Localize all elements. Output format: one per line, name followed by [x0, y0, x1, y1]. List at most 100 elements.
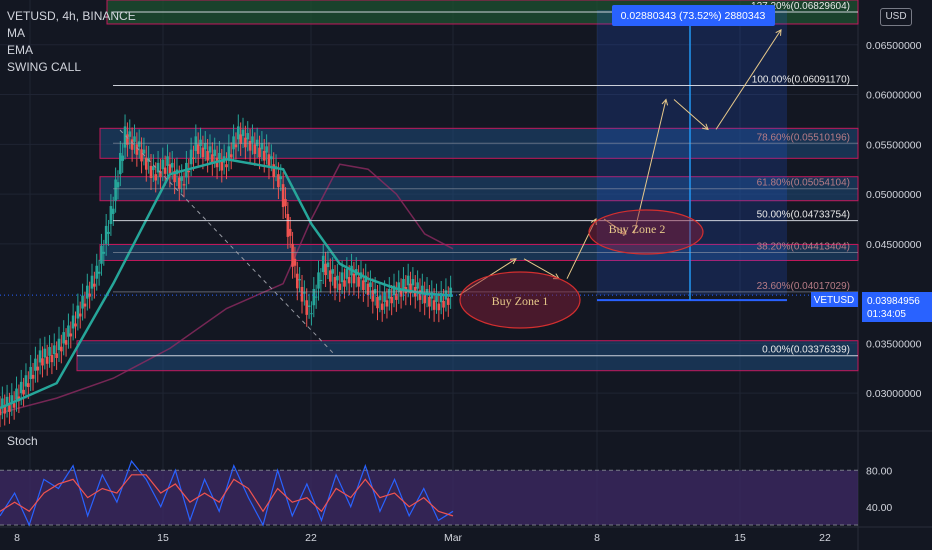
projection-arrowhead-3	[619, 228, 627, 235]
candle-body	[128, 131, 132, 137]
price-axis: 0.06500000 0.06000000 0.05500000 0.05000000…	[14, 40, 922, 544]
candle-body	[5, 396, 9, 406]
price-tick-6: 0.03000000	[866, 388, 922, 400]
candle-body	[338, 283, 342, 290]
candle-body	[310, 313, 313, 315]
candle-body	[218, 152, 221, 160]
candle-body	[27, 383, 30, 388]
candle-body	[260, 142, 264, 150]
candle-body	[442, 300, 445, 308]
chart-legend: VETUSD, 4h, BINANCE MA EMA SWING CALL	[7, 8, 136, 76]
candle-body	[19, 381, 23, 394]
candle-body	[319, 280, 323, 282]
stoch-line-0	[0, 459, 454, 527]
ma-line	[0, 163, 454, 414]
candle-body	[284, 199, 287, 207]
candle-body	[279, 176, 283, 180]
candle-body	[24, 375, 28, 387]
candle-body	[34, 358, 37, 371]
candle-body	[12, 403, 16, 408]
candle-body	[192, 157, 195, 159]
candle-body	[272, 164, 275, 178]
price-tick-2: 0.05500000	[866, 139, 922, 151]
candle-body	[38, 350, 42, 363]
stoch-label[interactable]: Stoch	[7, 434, 38, 448]
candle-body	[182, 184, 186, 186]
candle-body	[152, 166, 155, 171]
candle-body	[314, 296, 318, 298]
measure-tool-label[interactable]: 0.02880343 (73.52%) 2880343	[612, 5, 775, 26]
candle-body	[156, 162, 160, 173]
candle-body	[137, 141, 141, 147]
buy-zone-2-ellipse	[588, 209, 704, 255]
candle-body	[390, 296, 393, 304]
candle-body	[187, 170, 191, 173]
buy-zone-1-label: Buy Zone 1	[492, 294, 549, 308]
candle-body	[22, 389, 25, 395]
candle-body	[300, 286, 304, 302]
candle-body	[347, 277, 351, 284]
candle-body	[36, 366, 40, 371]
candle-body	[345, 269, 349, 279]
candle-body	[225, 164, 228, 168]
candle-body	[133, 136, 136, 142]
time-tick-2: 22	[305, 532, 317, 544]
candle-body	[430, 292, 434, 299]
ema-line	[0, 157, 454, 410]
candle-body	[31, 374, 35, 379]
symbol-title[interactable]: VETUSD, 4h, BINANCE	[7, 9, 136, 23]
candle-body	[333, 277, 337, 289]
candle-body	[88, 293, 91, 297]
projection-arrowhead-4	[661, 98, 669, 106]
candle-body	[270, 156, 273, 160]
candle-body	[0, 408, 2, 416]
candle-body	[102, 251, 106, 254]
candle-body	[373, 288, 377, 294]
candle-body	[83, 303, 87, 307]
candle-body	[8, 404, 11, 412]
candle-body	[326, 262, 330, 268]
candle-body	[142, 149, 146, 154]
currency-button[interactable]: USD	[880, 8, 912, 26]
candle-body	[159, 170, 162, 178]
candle-body	[371, 290, 375, 302]
indicator-swing-call[interactable]: SWING CALL	[7, 60, 82, 74]
candle-body	[411, 279, 415, 286]
candle-body	[387, 288, 391, 299]
candle-body	[423, 293, 426, 304]
svg-text:0.03984956: 0.03984956	[867, 296, 920, 307]
indicator-ma[interactable]: MA	[7, 26, 25, 40]
candle-body	[95, 265, 99, 279]
projection-arrowhead-0	[509, 258, 517, 265]
candle-body	[446, 298, 450, 305]
price-series	[0, 8, 858, 428]
indicator-ema[interactable]: EMA	[7, 43, 34, 57]
candle-body	[90, 275, 94, 289]
candle-body	[399, 290, 403, 297]
zone-rectangles	[76, 0, 859, 372]
fib-label-7: 0.00%(0.03376339)	[762, 345, 850, 356]
candle-body	[321, 255, 325, 273]
projection-arrow-5	[673, 99, 709, 130]
candle-body	[85, 285, 89, 299]
candle-body	[144, 157, 148, 170]
annotations	[458, 28, 782, 329]
trend-dashed-line	[119, 129, 336, 356]
candle-body	[180, 176, 183, 181]
candle-body	[295, 273, 299, 289]
candle-body	[336, 275, 339, 281]
candle-body	[208, 146, 212, 153]
candle-body	[439, 292, 443, 303]
projection-arrow-6	[715, 29, 782, 130]
candle-body	[251, 136, 254, 143]
projection-arrowhead-2	[590, 218, 597, 225]
candle-body	[385, 300, 389, 307]
candle-body	[288, 228, 292, 236]
fib-label-1: 100.00%(0.06091170)	[752, 74, 850, 85]
candle-body	[74, 323, 77, 327]
candle-body	[130, 139, 134, 150]
candle-body	[383, 292, 386, 302]
candle-body	[380, 303, 384, 310]
fib-label-3: 61.80%(0.05054104)	[757, 178, 850, 189]
